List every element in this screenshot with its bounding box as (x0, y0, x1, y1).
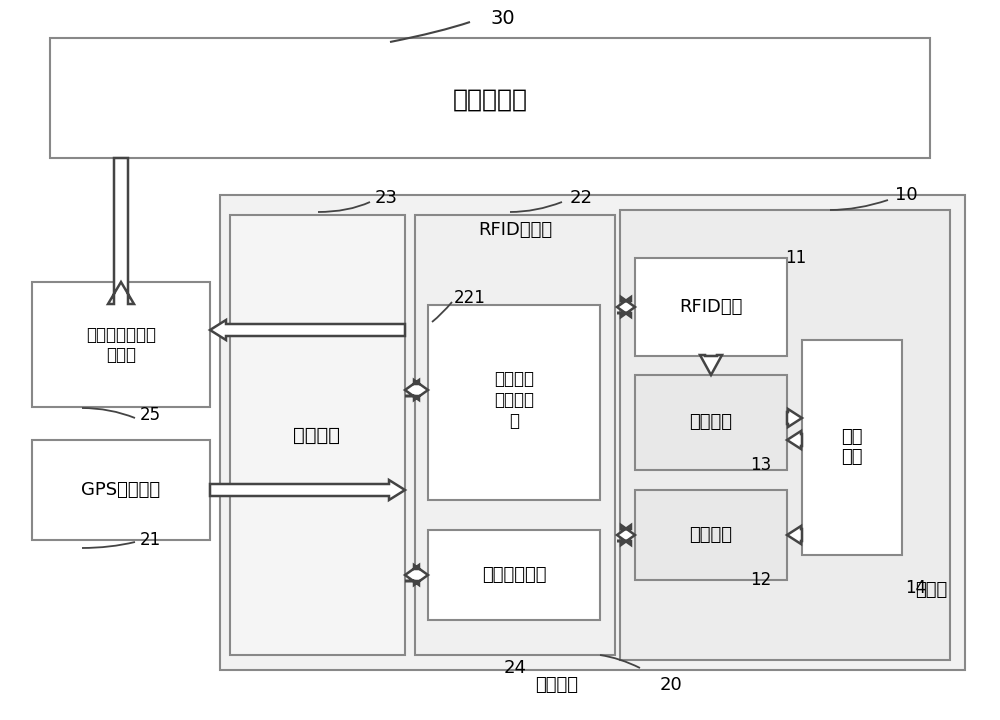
Bar (802, 340, 902, 555)
Polygon shape (210, 480, 405, 500)
Text: 24: 24 (504, 659, 527, 677)
Bar (428, 305, 600, 500)
Text: 电源
模块: 电源 模块 (841, 428, 863, 467)
Text: 处理装置: 处理装置 (294, 426, 340, 444)
Text: 控制芯片: 控制芯片 (690, 413, 732, 431)
Text: 11: 11 (785, 249, 806, 267)
Text: 21: 21 (140, 531, 161, 549)
Polygon shape (787, 431, 802, 449)
Text: RFID读取器: RFID读取器 (478, 221, 552, 239)
Bar (428, 530, 600, 620)
Bar (32, 440, 210, 540)
Text: 车载设备: 车载设备 (535, 676, 578, 694)
Text: 13: 13 (750, 456, 771, 474)
Bar (635, 490, 787, 580)
Bar (50, 38, 930, 158)
Bar (32, 282, 210, 407)
Polygon shape (617, 297, 635, 317)
Text: 音视频信
号指示装
置: 音视频信 号指示装 置 (494, 370, 534, 430)
Text: 远程服务器: 远程服务器 (452, 88, 528, 112)
Text: 10: 10 (895, 186, 918, 204)
Bar (620, 210, 950, 660)
Polygon shape (210, 320, 405, 340)
Text: 23: 23 (375, 189, 398, 207)
Polygon shape (617, 525, 635, 545)
Text: 25: 25 (140, 406, 161, 424)
Text: 12: 12 (750, 571, 771, 589)
Polygon shape (405, 380, 428, 400)
Text: 车载无线远程通
信设备: 车载无线远程通 信设备 (86, 325, 156, 364)
Text: 30: 30 (490, 9, 515, 27)
Bar (220, 195, 965, 670)
Text: 221: 221 (454, 289, 486, 307)
Polygon shape (405, 565, 428, 585)
Bar (230, 215, 405, 655)
Text: 蓝牙模块: 蓝牙模块 (690, 526, 732, 544)
Text: 车载蓝牙设备: 车载蓝牙设备 (482, 566, 546, 584)
Text: 20: 20 (660, 676, 683, 694)
Bar (635, 375, 787, 470)
Polygon shape (700, 355, 722, 375)
Text: RFID标签: RFID标签 (679, 298, 743, 316)
Polygon shape (108, 158, 134, 304)
Text: 公交卡: 公交卡 (915, 581, 947, 599)
Text: GPS定位装置: GPS定位装置 (81, 481, 161, 499)
Bar (415, 215, 615, 655)
Polygon shape (787, 409, 802, 427)
Text: 14: 14 (905, 579, 926, 597)
Bar (635, 258, 787, 356)
Text: 22: 22 (570, 189, 593, 207)
Polygon shape (787, 526, 802, 544)
